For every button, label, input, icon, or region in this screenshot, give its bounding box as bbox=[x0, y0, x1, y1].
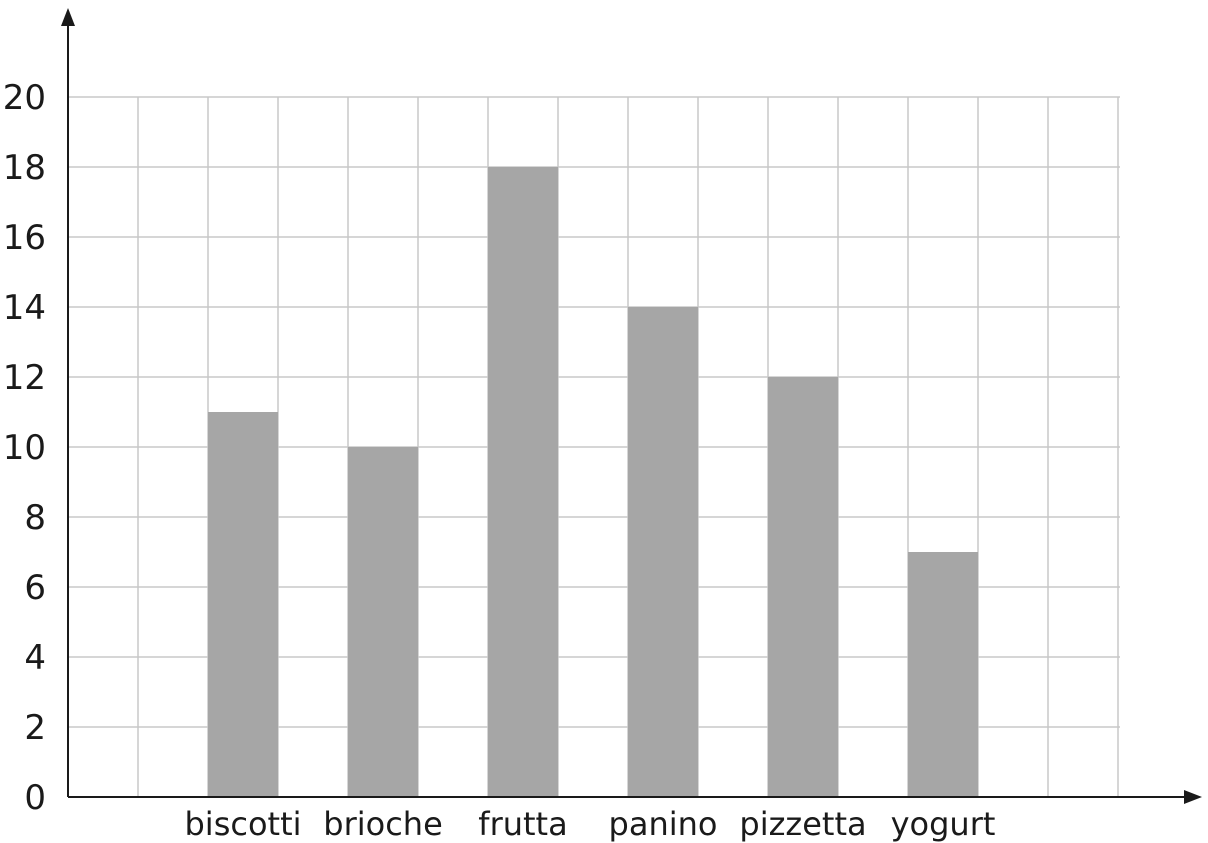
y-tick-label: 2 bbox=[24, 708, 46, 748]
bar-pizzetta bbox=[768, 377, 838, 797]
x-axis-arrow-icon bbox=[1184, 790, 1202, 804]
category-label: yogurt bbox=[891, 805, 996, 843]
category-label: brioche bbox=[323, 805, 443, 843]
category-label: frutta bbox=[478, 805, 567, 843]
bar-brioche bbox=[348, 447, 418, 797]
y-tick-label: 12 bbox=[3, 358, 46, 398]
category-label: panino bbox=[609, 805, 718, 843]
y-tick-label: 16 bbox=[3, 218, 46, 258]
category-label: pizzetta bbox=[739, 805, 866, 843]
y-tick-label: 4 bbox=[24, 638, 46, 678]
bars bbox=[208, 167, 978, 797]
bar-biscotti bbox=[208, 412, 278, 797]
y-tick-label: 20 bbox=[3, 78, 46, 118]
y-tick-label: 14 bbox=[3, 288, 46, 328]
bar-panino bbox=[628, 307, 698, 797]
y-axis-arrow-icon bbox=[61, 8, 75, 26]
y-tick-label: 6 bbox=[24, 568, 46, 608]
y-tick-label: 10 bbox=[3, 428, 46, 468]
bar-frutta bbox=[488, 167, 558, 797]
axes bbox=[61, 8, 1202, 804]
y-tick-labels: 0 2 4 6 8 10 12 14 16 18 20 bbox=[3, 78, 46, 818]
bar-yogurt bbox=[908, 552, 978, 797]
y-tick-label: 18 bbox=[3, 148, 46, 188]
y-tick-label: 0 bbox=[24, 778, 46, 818]
y-tick-label: 8 bbox=[24, 498, 46, 538]
category-labels: biscotti brioche frutta panino pizzetta yogur… bbox=[184, 805, 995, 843]
category-label: biscotti bbox=[184, 805, 301, 843]
